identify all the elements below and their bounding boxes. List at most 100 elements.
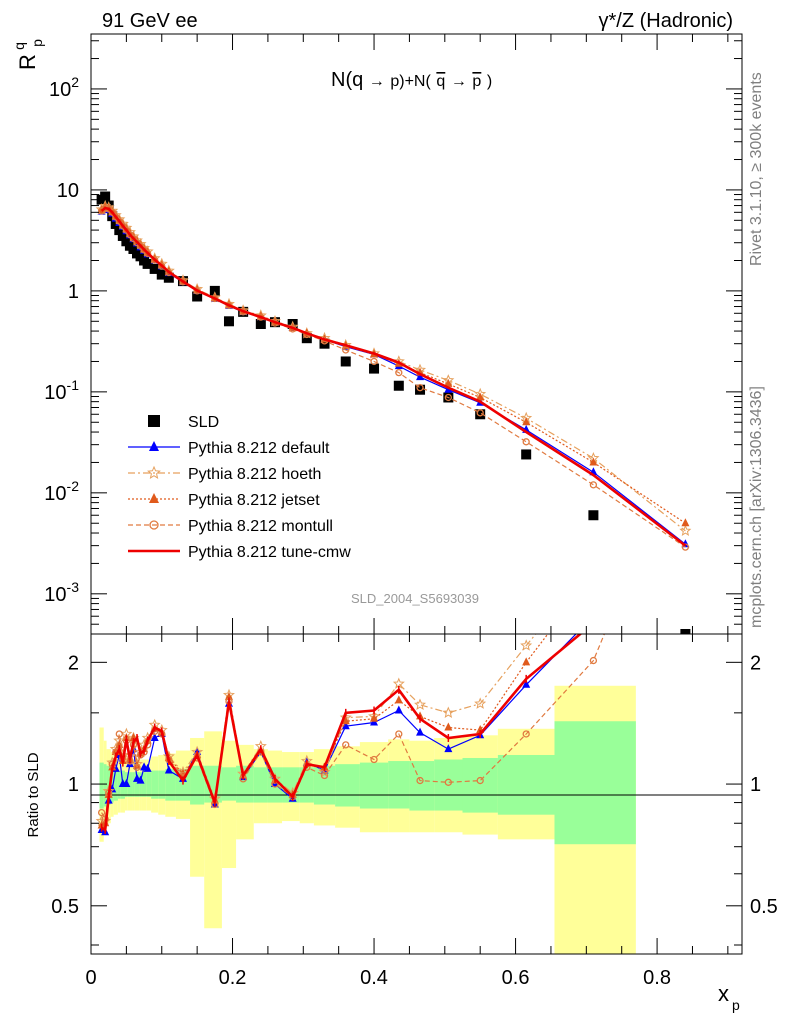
point-sld <box>521 449 532 460</box>
main-ylabel-symbol: R <box>15 54 40 70</box>
point-sld <box>680 629 691 634</box>
legend-label-pythia-8-212-default: Pythia 8.212 default <box>188 440 330 457</box>
point-pythia-8-212-montull <box>112 213 120 221</box>
main-y-axis-label: R q p <box>11 39 45 70</box>
xlabel-symbol: x <box>718 981 729 1006</box>
point-pythia-8-212-hoeth <box>679 524 692 536</box>
title-close: ) <box>487 73 492 90</box>
ratio-point-pythia-8-212-default <box>522 679 531 688</box>
ratio-point-pythia-8-212-jetset <box>522 657 531 666</box>
ratio-ytick-label-right: 1 <box>750 774 761 796</box>
point-sld <box>209 285 220 296</box>
ratio-ytick-label: 0.5 <box>51 896 79 918</box>
ratio-point-pythia-8-212-default <box>416 727 425 736</box>
ratio-point-pythia-8-212-jetset <box>444 722 453 731</box>
point-pythia-8-212-default <box>416 372 425 381</box>
ratio-point-pythia-8-212-montull <box>476 776 484 785</box>
green-band-bin <box>388 761 410 809</box>
ratio-point-pythia-8-212-default <box>122 779 131 788</box>
ratio-point-pythia-8-212-default <box>341 721 350 730</box>
header-process: γ*/Z (Hadronic) <box>599 10 733 32</box>
point-pythia-8-212-montull <box>416 384 424 392</box>
point-sld <box>588 510 599 521</box>
title-p1: p)+N( <box>390 73 431 90</box>
ratio-point-pythia-8-212-montull <box>97 808 106 817</box>
legend-label-pythia-8-212-tune-cmw: Pythia 8.212 tune-cmw <box>188 544 351 561</box>
ratio-point-pythia-8-212-montull <box>444 778 452 786</box>
ratio-point-pythia-8-212-montull <box>416 776 424 785</box>
analysis-annotation: SLD_2004_S5693039 <box>351 591 479 606</box>
ratio-point-pythia-8-212-hoeth <box>589 559 599 568</box>
ratio-point-pythia-8-212-jetset <box>224 692 233 701</box>
ratio-point-pythia-8-212-hoeth <box>442 706 455 718</box>
point-pythia-8-212-jetset <box>122 224 131 233</box>
point-sld <box>340 356 351 367</box>
title-q2: q <box>436 73 445 90</box>
point-sld <box>301 333 312 344</box>
point-pythia-8-212-montull <box>370 357 378 366</box>
point-pythia-8-212-montull <box>158 262 166 270</box>
legend-marker-pythia-8-212-jetset <box>149 493 159 503</box>
x-axis-label: x p <box>718 981 740 1013</box>
point-pythia-8-212-montull <box>143 249 152 258</box>
point-sld <box>110 218 121 229</box>
point-sld <box>369 363 380 374</box>
point-sld <box>255 318 266 329</box>
ratio-point-pythia-8-212-jetset <box>681 343 689 351</box>
yellow-band-bin <box>221 740 237 869</box>
point-sld <box>415 384 426 395</box>
xtick-label: 0.4 <box>360 967 388 989</box>
ratio-point-pythia-8-212-default <box>444 744 453 753</box>
point-pythia-8-212-montull <box>395 368 403 377</box>
ratio-point-pythia-8-212-default <box>394 705 403 714</box>
ratio-point-pythia-8-212-montull <box>115 730 123 738</box>
point-pythia-8-212-montull <box>119 222 127 230</box>
ratio-point-pythia-8-212-default <box>164 765 173 774</box>
ratio-line-pythia-8-212-hoeth <box>101 634 537 822</box>
ratio-ylabel: Ratio to SLD <box>25 752 42 837</box>
ratio-point-pythia-8-212-default <box>136 775 145 784</box>
main-series-layer <box>95 191 692 634</box>
ratio-frame <box>90 633 743 955</box>
legend-label-sld: SLD <box>188 414 219 431</box>
green-band-bin <box>151 770 159 799</box>
point-pythia-8-212-montull <box>179 278 187 286</box>
ratio-point-pythia-8-212-jetset <box>589 569 597 577</box>
ratio-point-pythia-8-212-montull <box>370 755 378 764</box>
ratio-series-layer <box>95 343 691 836</box>
green-band-bin <box>221 767 237 801</box>
green-band-bin <box>299 767 314 803</box>
green-band-bin <box>117 770 121 799</box>
ratio-point-pythia-8-212-hoeth <box>681 375 691 384</box>
legend-marker-pythia-8-212-montull <box>149 520 159 530</box>
ratio-point-pythia-8-212-montull <box>522 730 530 738</box>
ratio-ytick-label: 1 <box>68 774 79 796</box>
main-ytick-label: 10-3 <box>44 579 79 606</box>
point-pythia-8-212-jetset <box>444 378 453 387</box>
point-pythia-8-212-jetset <box>476 392 485 401</box>
main-ytick-label: 10 <box>57 180 79 202</box>
green-band-bin <box>113 768 118 801</box>
point-sld <box>393 380 404 391</box>
ratio-point-pythia-8-212-default <box>143 763 152 772</box>
main-ytick-label: 10-1 <box>44 377 79 404</box>
xtick-label: 0.2 <box>219 967 247 989</box>
point-sld <box>192 291 203 302</box>
ratio-point-pythia-8-212-montull <box>133 763 141 771</box>
main-plot-title: N(q → p)+N( q → p ) <box>331 69 492 91</box>
ratio-ytick-label-right: 0.5 <box>750 896 778 918</box>
title-p2: p <box>472 73 481 90</box>
rivet-version-label: Rivet 3.1.10, ≥ 300k events <box>748 72 765 266</box>
point-sld <box>117 230 128 241</box>
green-band-bin <box>132 772 135 797</box>
ratio-point-pythia-8-212-default <box>681 425 689 433</box>
ratio-point-pythia-8-212-jetset <box>394 695 403 704</box>
green-band-bin <box>253 767 268 803</box>
green-band-bin <box>146 772 152 797</box>
point-pythia-8-212-montull <box>589 481 598 489</box>
svg-text:N(q → p)+N(: N(q → p)+N( q → p ) <box>331 69 492 91</box>
point-pythia-8-212-montull <box>522 438 530 446</box>
point-sld <box>142 258 153 269</box>
title-n1: N(q <box>331 69 363 91</box>
point-sld <box>156 269 167 280</box>
